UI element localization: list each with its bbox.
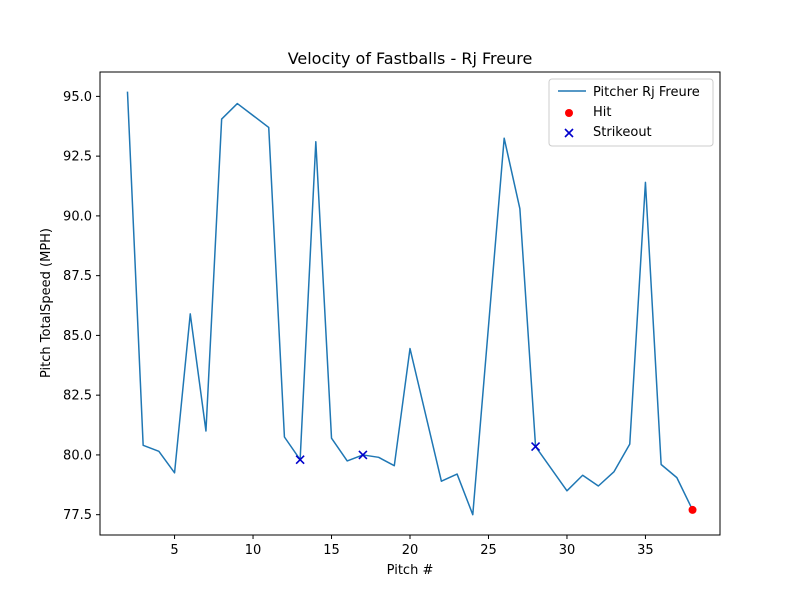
x-tick-label: 35 bbox=[637, 543, 654, 558]
x-tick-label: 20 bbox=[402, 543, 419, 558]
strikeout-point bbox=[531, 441, 541, 452]
x-axis-label: Pitch # bbox=[387, 563, 434, 578]
y-tick-label: 87.5 bbox=[63, 269, 92, 284]
legend-label: Hit bbox=[593, 105, 611, 120]
plot-area bbox=[126, 91, 697, 516]
legend-entry: Pitcher Rj Freure bbox=[558, 85, 700, 100]
chart-title: Velocity of Fastballs - Rj Freure bbox=[288, 49, 533, 68]
series-line-0 bbox=[126, 91, 694, 516]
legend: Pitcher Rj Freure Hit Strikeout bbox=[548, 78, 714, 147]
y-axis-label: Pitch TotalSpeed (MPH) bbox=[39, 228, 54, 378]
strikeout-point bbox=[358, 450, 368, 460]
x-tick-label: 15 bbox=[323, 543, 340, 558]
legend-label: Pitcher Rj Freure bbox=[593, 85, 700, 100]
legend-box bbox=[548, 78, 714, 147]
y-tick-label: 95.0 bbox=[63, 90, 92, 105]
hit-point bbox=[688, 505, 697, 514]
strikeout-mark-stroke bbox=[295, 455, 305, 465]
y-tick-label: 92.5 bbox=[63, 150, 92, 165]
y-tick-label: 80.0 bbox=[63, 448, 92, 463]
y-tick-label: 82.5 bbox=[63, 389, 92, 404]
legend-entry: Hit bbox=[565, 105, 611, 120]
y-tick-label: 77.5 bbox=[63, 508, 92, 523]
axes: 5 10 15 20 25 30 35 77.5 80.0 82.5 85.0 87.5 90.0 92.… bbox=[63, 71, 721, 558]
legend-x-swatch bbox=[564, 128, 574, 138]
strikeout-mark-stroke bbox=[531, 441, 541, 452]
legend-circle-swatch bbox=[565, 109, 573, 117]
y-tick-label: 90.0 bbox=[63, 209, 92, 224]
y-tick-label: 85.0 bbox=[63, 329, 92, 344]
strikeout-mark-stroke bbox=[358, 450, 368, 460]
x-tick-label: 10 bbox=[245, 543, 262, 558]
strikeout-point bbox=[295, 455, 305, 465]
legend-label: Strikeout bbox=[593, 125, 652, 140]
legend-entry: Strikeout bbox=[564, 125, 652, 140]
x-tick-label: 30 bbox=[559, 543, 576, 558]
x-tick-label: 5 bbox=[170, 543, 178, 558]
x-tick-label: 25 bbox=[480, 543, 497, 558]
